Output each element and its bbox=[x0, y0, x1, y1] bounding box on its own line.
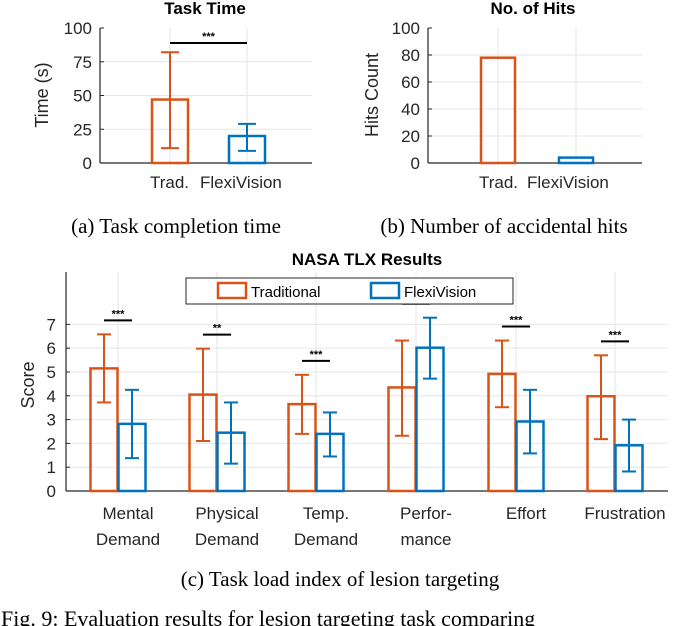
legend-label-flexivision: FlexiVision bbox=[404, 284, 476, 301]
ytick-label-3: 3 bbox=[47, 411, 56, 430]
bar-0 bbox=[479, 56, 517, 165]
xtick-label-1-line1: Physical bbox=[195, 504, 258, 523]
sig-c-2-label: *** bbox=[310, 349, 324, 361]
xtick-label-5-line1: Frustration bbox=[584, 504, 665, 523]
xtick-label-1: FlexiVision bbox=[200, 173, 282, 192]
ytick-label-0: 0 bbox=[411, 154, 420, 173]
ytick-label-4: 100 bbox=[64, 19, 92, 38]
xtick-label-2-line2: Demand bbox=[294, 530, 358, 549]
bar-1 bbox=[557, 156, 595, 165]
caption-b: (b) Number of accidental hits bbox=[380, 214, 627, 238]
ytick-label-4: 4 bbox=[47, 387, 56, 406]
xtick-label-0: Trad. bbox=[479, 173, 518, 192]
y-axis-label: Time (s) bbox=[32, 62, 52, 127]
legend-swatch-flexivision bbox=[369, 281, 401, 300]
xtick-label-3-line2: mance bbox=[400, 530, 451, 549]
ytick-label-4: 80 bbox=[401, 46, 420, 65]
xtick-label-0-line1: Mental bbox=[102, 504, 153, 523]
ytick-label-3: 75 bbox=[73, 53, 92, 72]
ytick-label-0: 0 bbox=[47, 482, 56, 501]
ytick-label-6: 6 bbox=[47, 339, 56, 358]
ytick-label-1: 20 bbox=[401, 127, 420, 146]
legend-swatch-traditional bbox=[216, 281, 248, 300]
caption-a: (a) Task completion time bbox=[71, 214, 281, 238]
y-axis-label: Hits Count bbox=[362, 53, 382, 137]
sig-c-0-label: *** bbox=[112, 308, 126, 320]
chart-title: Task Time bbox=[164, 0, 246, 18]
xtick-label-3-line1: Perfor- bbox=[400, 504, 452, 523]
figure-caption: Fig. 9: Evaluation results for lesion ta… bbox=[1, 606, 535, 626]
chart-title: NASA TLX Results bbox=[292, 250, 443, 269]
ytick-label-2: 40 bbox=[401, 100, 420, 119]
sig-c-1-label: ** bbox=[213, 323, 222, 335]
ytick-label-3: 60 bbox=[401, 73, 420, 92]
ytick-label-0: 0 bbox=[83, 154, 92, 173]
ytick-label-5: 100 bbox=[392, 19, 420, 38]
caption-c: (c) Task load index of lesion targeting bbox=[181, 567, 500, 591]
xtick-label-1: FlexiVision bbox=[527, 173, 609, 192]
xtick-label-0-line2: Demand bbox=[96, 530, 160, 549]
chart-nasa-tlx: 01234567*****************MentalDemandPhy… bbox=[18, 250, 668, 549]
ytick-label-2: 50 bbox=[73, 87, 92, 106]
chart-title: No. of Hits bbox=[491, 0, 576, 18]
xtick-label-4-line1: Effort bbox=[506, 504, 547, 523]
xtick-label-1-line2: Demand bbox=[195, 530, 259, 549]
xtick-label-2-line1: Temp. bbox=[303, 504, 349, 523]
ytick-label-5: 5 bbox=[47, 363, 56, 382]
y-axis-label: Score bbox=[18, 361, 38, 408]
chart-no-of-hits: 0 20 40 60 80 100 Trad. FlexiVision No. of Hits H… bbox=[362, 0, 642, 192]
ytick-label-7: 7 bbox=[47, 315, 56, 334]
legend-label-traditional: Traditional bbox=[251, 284, 320, 301]
sig-c-4-label: *** bbox=[510, 315, 524, 327]
sig-c-5-label: *** bbox=[609, 329, 623, 341]
ytick-label-1: 1 bbox=[47, 458, 56, 477]
xtick-label-0: Trad. bbox=[150, 173, 189, 192]
chart-task-time: 0 25 50 75 100 *** Trad. FlexiVision Task Time Ti… bbox=[32, 0, 312, 192]
sig-a-label: *** bbox=[202, 31, 216, 43]
ytick-label-1: 25 bbox=[73, 120, 92, 139]
ytick-label-2: 2 bbox=[47, 434, 56, 453]
